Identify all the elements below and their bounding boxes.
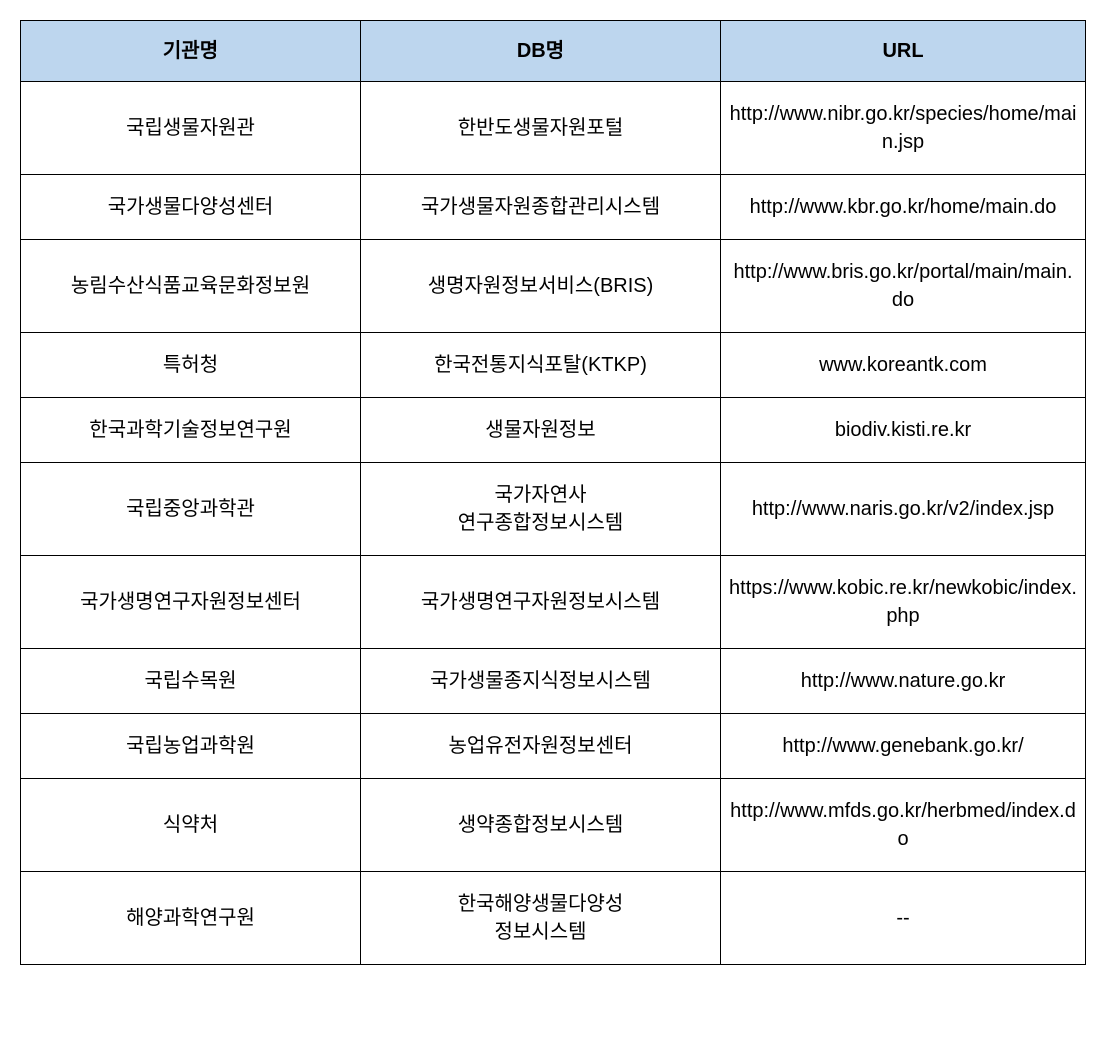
cell-db: 국가자연사 연구종합정보시스템 bbox=[361, 463, 721, 556]
table-row: 특허청 한국전통지식포탈(KTKP) www.koreantk.com bbox=[21, 333, 1086, 398]
cell-url: www.koreantk.com bbox=[721, 333, 1086, 398]
table-header-row: 기관명 DB명 URL bbox=[21, 21, 1086, 82]
cell-url: http://www.naris.go.kr/v2/index.jsp bbox=[721, 463, 1086, 556]
cell-db: 생명자원정보서비스(BRIS) bbox=[361, 240, 721, 333]
cell-org: 국가생명연구자원정보센터 bbox=[21, 556, 361, 649]
cell-url: biodiv.kisti.re.kr bbox=[721, 398, 1086, 463]
cell-org: 한국과학기술정보연구원 bbox=[21, 398, 361, 463]
cell-url: http://www.genebank.go.kr/ bbox=[721, 714, 1086, 779]
table-row: 해양과학연구원 한국해양생물다양성 정보시스템 -- bbox=[21, 872, 1086, 965]
cell-url: http://www.nibr.go.kr/species/home/main.… bbox=[721, 82, 1086, 175]
cell-org: 농림수산식품교육문화정보원 bbox=[21, 240, 361, 333]
cell-db: 국가생물종지식정보시스템 bbox=[361, 649, 721, 714]
cell-url: https://www.kobic.re.kr/newkobic/index.p… bbox=[721, 556, 1086, 649]
table-row: 한국과학기술정보연구원 생물자원정보 biodiv.kisti.re.kr bbox=[21, 398, 1086, 463]
cell-url: http://www.mfds.go.kr/herbmed/index.do bbox=[721, 779, 1086, 872]
cell-org: 식약처 bbox=[21, 779, 361, 872]
cell-url: http://www.nature.go.kr bbox=[721, 649, 1086, 714]
cell-db: 농업유전자원정보센터 bbox=[361, 714, 721, 779]
cell-url: -- bbox=[721, 872, 1086, 965]
cell-url: http://www.bris.go.kr/portal/main/main.d… bbox=[721, 240, 1086, 333]
col-header-db: DB명 bbox=[361, 21, 721, 82]
cell-db: 한국해양생물다양성 정보시스템 bbox=[361, 872, 721, 965]
table-body: 국립생물자원관 한반도생물자원포털 http://www.nibr.go.kr/… bbox=[21, 82, 1086, 965]
table-row: 국립중앙과학관 국가자연사 연구종합정보시스템 http://www.naris… bbox=[21, 463, 1086, 556]
cell-db: 생약종합정보시스템 bbox=[361, 779, 721, 872]
cell-org: 국립농업과학원 bbox=[21, 714, 361, 779]
table-row: 식약처 생약종합정보시스템 http://www.mfds.go.kr/herb… bbox=[21, 779, 1086, 872]
cell-db: 국가생물자원종합관리시스템 bbox=[361, 175, 721, 240]
table-row: 국가생물다양성센터 국가생물자원종합관리시스템 http://www.kbr.g… bbox=[21, 175, 1086, 240]
cell-org: 국립수목원 bbox=[21, 649, 361, 714]
cell-db: 국가생명연구자원정보시스템 bbox=[361, 556, 721, 649]
table-row: 국가생명연구자원정보센터 국가생명연구자원정보시스템 https://www.k… bbox=[21, 556, 1086, 649]
cell-org: 해양과학연구원 bbox=[21, 872, 361, 965]
cell-db: 생물자원정보 bbox=[361, 398, 721, 463]
cell-org: 국가생물다양성센터 bbox=[21, 175, 361, 240]
cell-db: 한반도생물자원포털 bbox=[361, 82, 721, 175]
cell-org: 국립중앙과학관 bbox=[21, 463, 361, 556]
cell-url: http://www.kbr.go.kr/home/main.do bbox=[721, 175, 1086, 240]
col-header-org: 기관명 bbox=[21, 21, 361, 82]
table-row: 농림수산식품교육문화정보원 생명자원정보서비스(BRIS) http://www… bbox=[21, 240, 1086, 333]
cell-db: 한국전통지식포탈(KTKP) bbox=[361, 333, 721, 398]
col-header-url: URL bbox=[721, 21, 1086, 82]
cell-org: 특허청 bbox=[21, 333, 361, 398]
institution-db-table: 기관명 DB명 URL 국립생물자원관 한반도생물자원포털 http://www… bbox=[20, 20, 1086, 965]
table-row: 국립농업과학원 농업유전자원정보센터 http://www.genebank.g… bbox=[21, 714, 1086, 779]
table-row: 국립생물자원관 한반도생물자원포털 http://www.nibr.go.kr/… bbox=[21, 82, 1086, 175]
cell-org: 국립생물자원관 bbox=[21, 82, 361, 175]
table-row: 국립수목원 국가생물종지식정보시스템 http://www.nature.go.… bbox=[21, 649, 1086, 714]
